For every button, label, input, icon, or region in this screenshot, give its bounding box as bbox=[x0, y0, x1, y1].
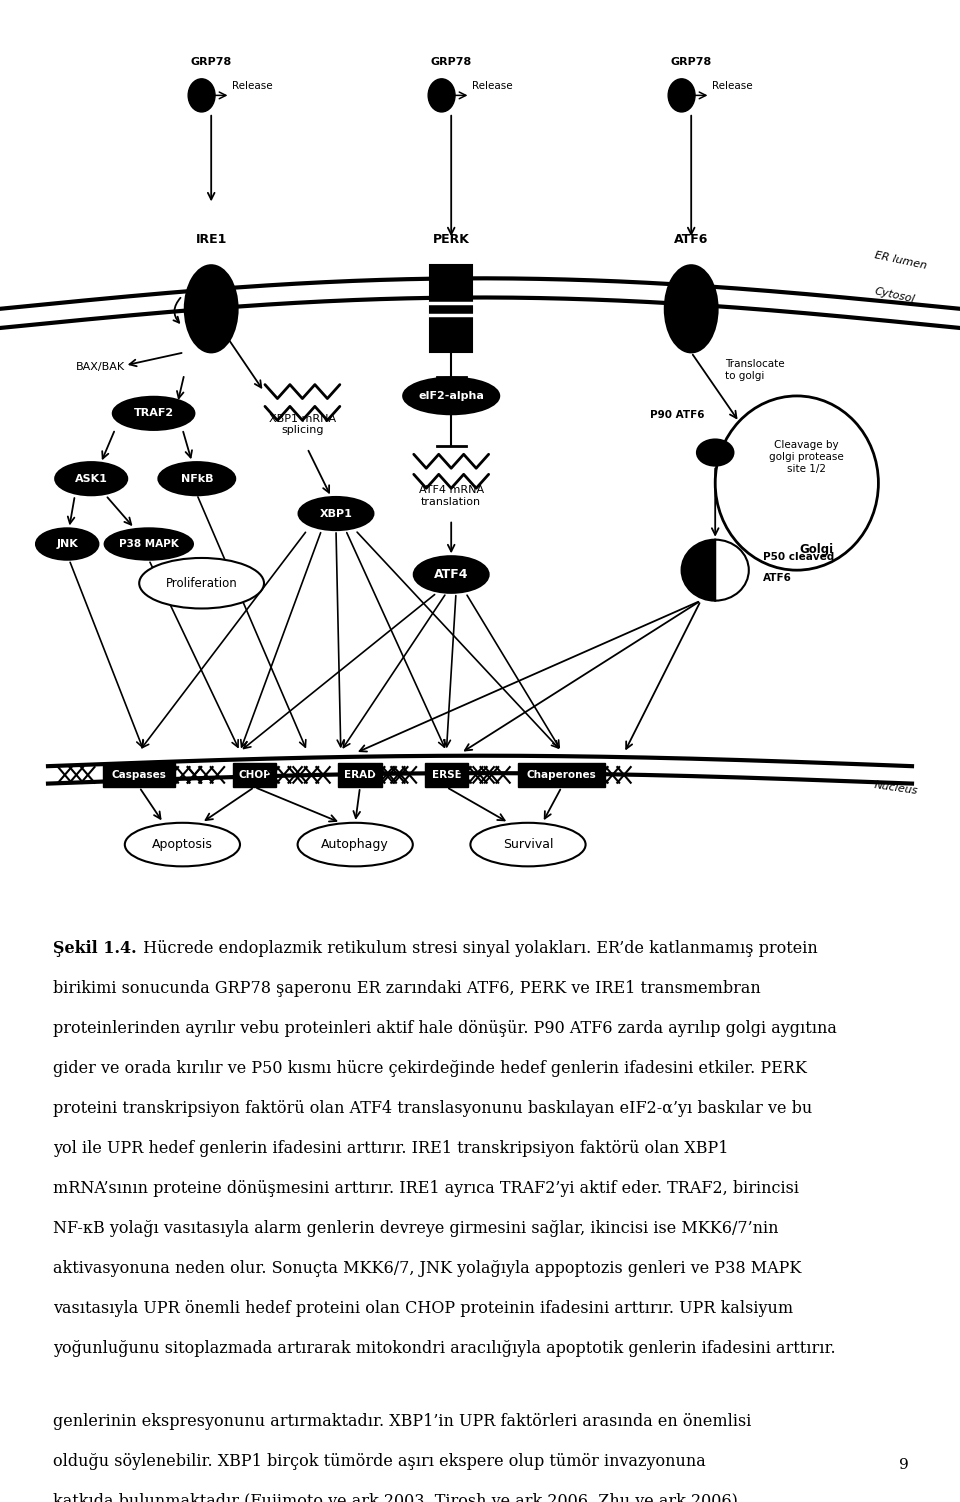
Bar bbox=[518, 763, 605, 787]
Text: 9: 9 bbox=[899, 1458, 908, 1472]
Text: P38 MAPK: P38 MAPK bbox=[119, 539, 179, 550]
Ellipse shape bbox=[113, 397, 195, 430]
Ellipse shape bbox=[125, 823, 240, 867]
Text: aktivasyonuna neden olur. Sonuçta MKK6/7, JNK yolağıyla appoptozis genleri ve P3: aktivasyonuna neden olur. Sonuçta MKK6/7… bbox=[53, 1260, 802, 1277]
Text: Golgi: Golgi bbox=[799, 542, 833, 556]
Text: birikimi sonucunda GRP78 şaperonu ER zarındaki ATF6, PERK ve IRE1 transmembran: birikimi sonucunda GRP78 şaperonu ER zar… bbox=[53, 981, 760, 997]
Ellipse shape bbox=[158, 463, 235, 496]
Text: ERAD: ERAD bbox=[344, 771, 376, 780]
Text: ATF6: ATF6 bbox=[763, 572, 792, 583]
Ellipse shape bbox=[715, 397, 878, 571]
Wedge shape bbox=[715, 539, 749, 601]
Text: yol ile UPR hedef genlerin ifadesini arttırır. IRE1 transkripsiyon faktörü olan : yol ile UPR hedef genlerin ifadesini art… bbox=[53, 1140, 729, 1157]
Ellipse shape bbox=[55, 463, 127, 496]
Text: P90 ATF6: P90 ATF6 bbox=[650, 410, 704, 419]
Text: proteinlerinden ayrılır vebu proteinleri aktif hale dönüşür. P90 ATF6 zarda ayrı: proteinlerinden ayrılır vebu proteinleri… bbox=[53, 1020, 837, 1038]
Text: proteini transkripsiyon faktörü olan ATF4 translasyonunu baskılayan eIF2-α’yı ba: proteini transkripsiyon faktörü olan ATF… bbox=[53, 1101, 812, 1117]
Ellipse shape bbox=[697, 440, 733, 466]
Text: Apoptosis: Apoptosis bbox=[152, 838, 213, 852]
Text: JNK: JNK bbox=[57, 539, 78, 550]
Text: genlerinin ekspresyonunu artırmaktadır. XBP1’in UPR faktörleri arasında en öneml: genlerinin ekspresyonunu artırmaktadır. … bbox=[53, 1413, 751, 1430]
Bar bbox=[425, 763, 468, 787]
Bar bbox=[232, 763, 276, 787]
Ellipse shape bbox=[403, 377, 499, 415]
Text: ATF6: ATF6 bbox=[674, 233, 708, 246]
Text: ER lumen: ER lumen bbox=[874, 251, 927, 272]
Bar bbox=[430, 266, 472, 353]
Text: Release: Release bbox=[472, 81, 513, 92]
Bar bbox=[103, 763, 175, 787]
Ellipse shape bbox=[414, 556, 489, 593]
Text: NF-κB yolağı vasıtasıyla alarm genlerin devreye girmesini sağlar, ikincisi ise M: NF-κB yolağı vasıtasıyla alarm genlerin … bbox=[53, 1220, 779, 1238]
Ellipse shape bbox=[299, 497, 373, 530]
Ellipse shape bbox=[428, 78, 455, 113]
Ellipse shape bbox=[105, 529, 193, 560]
Text: Caspases: Caspases bbox=[111, 771, 167, 780]
Text: GRP78: GRP78 bbox=[431, 57, 471, 68]
Text: gider ve orada kırılır ve P50 kısmı hücre çekirdеğinde hedef genlerin ifadesini : gider ve orada kırılır ve P50 kısmı hücr… bbox=[53, 1060, 806, 1077]
Ellipse shape bbox=[665, 266, 718, 353]
Text: katkıda bulunmaktadır (Fujimoto ve ark 2003, Tirosh ve ark 2006, Zhu ve ark 2006: katkıda bulunmaktadır (Fujimoto ve ark 2… bbox=[53, 1493, 743, 1502]
Text: ASK1: ASK1 bbox=[75, 473, 108, 484]
Text: eIF2-alpha: eIF2-alpha bbox=[419, 391, 484, 401]
Text: TRAF2: TRAF2 bbox=[133, 409, 174, 419]
Text: yoğunluğunu sitoplazmada artırarak mitokondri aracılığıyla apoptotik genlerin if: yoğunluğunu sitoplazmada artırarak mitok… bbox=[53, 1340, 835, 1358]
Text: IRE1: IRE1 bbox=[196, 233, 227, 246]
Text: mRNA’sının proteine dönüşmesini arttırır. IRE1 ayrıca TRAF2’yi aktif eder. TRAF2: mRNA’sının proteine dönüşmesini arttırır… bbox=[53, 1181, 799, 1197]
Ellipse shape bbox=[668, 78, 695, 113]
Ellipse shape bbox=[298, 823, 413, 867]
Text: Cytosol: Cytosol bbox=[874, 287, 916, 305]
Text: Hücrede endoplazmik retikulum stresi sinyal yolakları. ER’de katlanmamış protein: Hücrede endoplazmik retikulum stresi sin… bbox=[138, 940, 818, 957]
Text: XBP1 mRNA
splicing: XBP1 mRNA splicing bbox=[269, 413, 336, 436]
Text: olduğu söylenebilir. XBP1 birçok tümörde aşırı ekspere olup tümör invazyonuna: olduğu söylenebilir. XBP1 birçok tümörde… bbox=[53, 1454, 706, 1470]
Text: BAX/BAK: BAX/BAK bbox=[76, 362, 126, 372]
Text: ATF4: ATF4 bbox=[434, 568, 468, 581]
Text: Chaperones: Chaperones bbox=[527, 771, 596, 780]
Wedge shape bbox=[682, 539, 715, 601]
Text: Release: Release bbox=[712, 81, 753, 92]
Ellipse shape bbox=[36, 529, 98, 560]
Text: Şekil 1.4.: Şekil 1.4. bbox=[53, 940, 136, 957]
Text: vasıtasıyla UPR önemli hedef proteini olan CHOP proteinin ifadesini arttırır. UP: vasıtasıyla UPR önemli hedef proteini ol… bbox=[53, 1301, 793, 1317]
Text: Cleavage by
golgi protease
site 1/2: Cleavage by golgi protease site 1/2 bbox=[769, 440, 844, 473]
Text: Survival: Survival bbox=[503, 838, 553, 852]
Ellipse shape bbox=[139, 557, 264, 608]
Text: ERSE: ERSE bbox=[432, 771, 461, 780]
Text: Nucleus: Nucleus bbox=[874, 780, 919, 796]
Text: Release: Release bbox=[232, 81, 273, 92]
Ellipse shape bbox=[184, 266, 238, 353]
Text: Translocate
to golgi: Translocate to golgi bbox=[725, 359, 784, 380]
Ellipse shape bbox=[470, 823, 586, 867]
Text: ATF4 mRNA
translation: ATF4 mRNA translation bbox=[419, 485, 484, 506]
Text: Autophagy: Autophagy bbox=[322, 838, 389, 852]
Bar bbox=[338, 763, 381, 787]
Ellipse shape bbox=[188, 78, 215, 113]
Text: P50 cleaved: P50 cleaved bbox=[763, 551, 834, 562]
Text: GRP78: GRP78 bbox=[191, 57, 231, 68]
Text: NFkB: NFkB bbox=[180, 473, 213, 484]
Text: PERK: PERK bbox=[433, 233, 469, 246]
Text: Proliferation: Proliferation bbox=[166, 577, 237, 590]
Text: GRP78: GRP78 bbox=[671, 57, 711, 68]
Text: CHOP: CHOP bbox=[238, 771, 271, 780]
Text: XBP1: XBP1 bbox=[320, 509, 352, 518]
